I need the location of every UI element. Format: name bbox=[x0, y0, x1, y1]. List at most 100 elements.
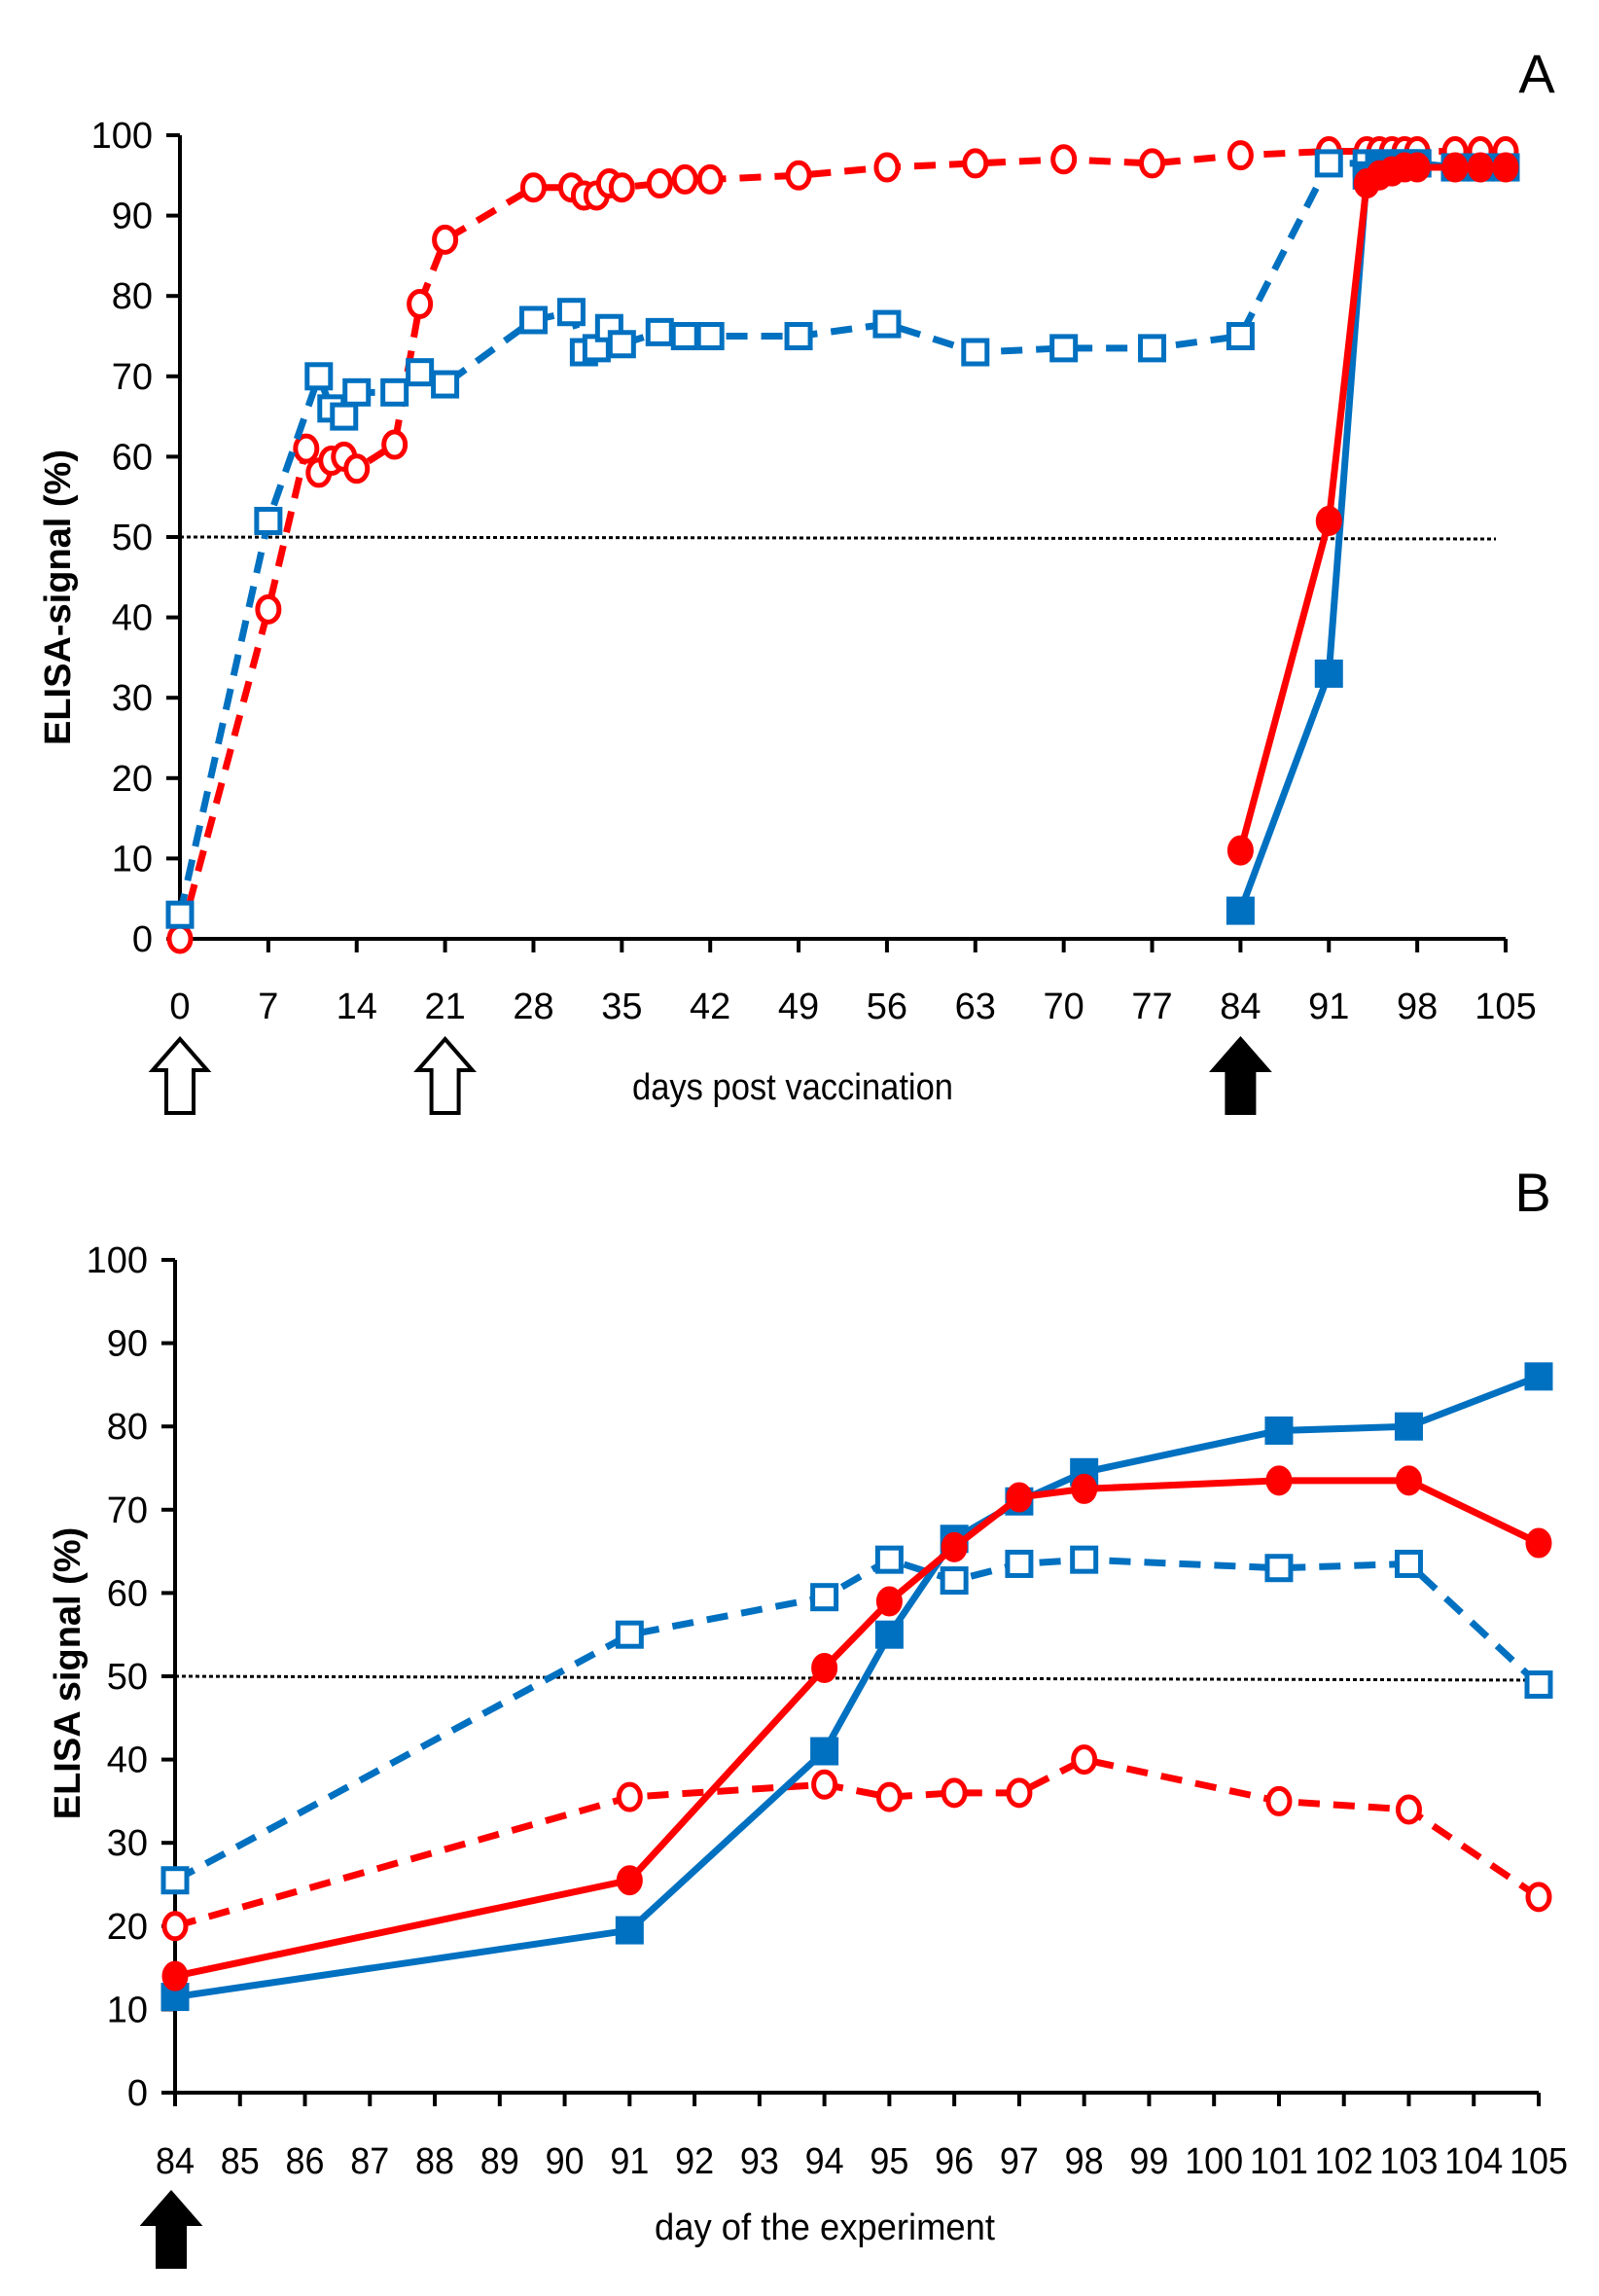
data-point bbox=[1049, 334, 1079, 363]
data-point bbox=[874, 1545, 904, 1574]
data-point bbox=[615, 1916, 644, 1945]
data-point bbox=[872, 309, 902, 339]
data-point bbox=[1264, 1554, 1294, 1583]
y-tick-label: 50 bbox=[107, 1657, 148, 1698]
data-point bbox=[1070, 1545, 1099, 1574]
y-tick-label: 70 bbox=[112, 357, 153, 398]
data-point bbox=[161, 1911, 189, 1942]
series-line-a-0 bbox=[176, 148, 1506, 940]
arrow-filled-day-84 bbox=[1208, 1035, 1272, 1115]
data-point bbox=[696, 163, 724, 195]
x-tick-label: 42 bbox=[690, 987, 730, 1027]
x-tick-label: 87 bbox=[350, 2141, 389, 2182]
data-point bbox=[1314, 659, 1343, 688]
x-tick-label: 101 bbox=[1250, 2141, 1308, 2182]
y-tick-label: 90 bbox=[112, 197, 153, 237]
data-point bbox=[343, 453, 371, 484]
data-point bbox=[1139, 148, 1166, 179]
y-tick-label: 80 bbox=[112, 276, 153, 317]
x-tick-label: 91 bbox=[610, 2141, 649, 2182]
data-point bbox=[556, 298, 586, 327]
data-point bbox=[1264, 1416, 1294, 1445]
x-tick-label: 88 bbox=[415, 2141, 454, 2182]
x-tick-label: 7 bbox=[258, 987, 278, 1027]
data-point bbox=[1265, 1785, 1293, 1816]
data-point bbox=[615, 1620, 644, 1649]
x-tick-label: 99 bbox=[1129, 2141, 1168, 2182]
y-tick-label: 100 bbox=[87, 1240, 148, 1281]
data-point bbox=[1524, 1362, 1553, 1391]
data-point bbox=[1006, 1777, 1033, 1809]
arrow-open-day-0 bbox=[148, 1035, 212, 1115]
data-point bbox=[1226, 322, 1255, 350]
series-line-a-2 bbox=[1237, 160, 1506, 913]
data-point bbox=[1467, 152, 1494, 183]
x-tick-label: 77 bbox=[1131, 987, 1172, 1027]
data-point bbox=[1525, 1882, 1552, 1913]
data-point bbox=[875, 1781, 903, 1812]
data-point bbox=[1524, 1670, 1553, 1700]
data-point bbox=[407, 288, 434, 319]
data-point bbox=[646, 168, 673, 199]
y-tick-label: 20 bbox=[112, 759, 153, 800]
chart-a: A ELISA-signal (%) days post vaccination… bbox=[38, 43, 1555, 1115]
panel-label-a: A bbox=[1518, 43, 1555, 104]
y-tick-label: 70 bbox=[107, 1490, 148, 1531]
data-point bbox=[875, 1586, 903, 1617]
data-point bbox=[1071, 1744, 1098, 1776]
x-tick-label: 49 bbox=[778, 987, 819, 1027]
data-point bbox=[1441, 152, 1469, 183]
y-tick-label: 20 bbox=[107, 1907, 148, 1948]
series-line-b-3 bbox=[174, 1477, 1541, 1980]
data-point bbox=[293, 433, 320, 464]
y-tick-label: 60 bbox=[107, 1573, 148, 1614]
y-tick-label: 90 bbox=[107, 1324, 148, 1365]
y-tick-label: 10 bbox=[107, 1990, 148, 2030]
data-point bbox=[1226, 835, 1254, 866]
x-tick-label: 56 bbox=[867, 987, 907, 1027]
series-line-a-3 bbox=[1237, 163, 1506, 852]
x-tick-label: 98 bbox=[1397, 987, 1438, 1027]
data-point bbox=[1395, 1465, 1422, 1496]
x-tick-label: 84 bbox=[156, 2141, 195, 2182]
data-point bbox=[962, 148, 989, 179]
y-tick-label: 60 bbox=[112, 437, 153, 478]
x-tick-label: 35 bbox=[601, 987, 642, 1027]
data-point bbox=[616, 1865, 643, 1896]
data-point bbox=[941, 1531, 968, 1562]
data-point bbox=[381, 429, 409, 460]
y-tick-label: 10 bbox=[112, 839, 153, 879]
x-tick-label: 85 bbox=[221, 2141, 260, 2182]
data-point bbox=[811, 1652, 838, 1683]
data-point bbox=[254, 506, 283, 535]
data-point bbox=[874, 1620, 904, 1649]
x-tick-label: 14 bbox=[337, 987, 377, 1027]
x-tick-label: 98 bbox=[1065, 2141, 1104, 2182]
data-point bbox=[1226, 140, 1254, 171]
x-tick-label: 90 bbox=[546, 2141, 585, 2182]
data-point bbox=[671, 163, 698, 195]
x-tick-label: 96 bbox=[935, 2141, 974, 2182]
y-tick-label: 50 bbox=[112, 518, 153, 558]
y-axis-title-a: ELISA-signal (%) bbox=[38, 449, 79, 745]
x-tick-label: 103 bbox=[1379, 2141, 1438, 2182]
x-tick-label: 92 bbox=[675, 2141, 714, 2182]
data-point bbox=[342, 377, 372, 407]
threshold-line bbox=[174, 1674, 1540, 1682]
data-point bbox=[811, 1769, 838, 1800]
data-point bbox=[1315, 505, 1342, 536]
data-point bbox=[166, 923, 194, 954]
x-tick-label: 84 bbox=[1220, 987, 1261, 1027]
x-tick-label: 28 bbox=[513, 987, 553, 1027]
x-tick-label: 102 bbox=[1315, 2141, 1373, 2182]
data-point bbox=[1005, 1549, 1034, 1578]
data-point bbox=[941, 1777, 968, 1809]
threshold-line bbox=[179, 535, 1497, 541]
y-tick-label: 30 bbox=[107, 1823, 148, 1864]
data-point bbox=[1071, 1473, 1098, 1504]
data-point bbox=[432, 224, 459, 255]
y-tick-label: 40 bbox=[112, 598, 153, 639]
y-tick-label: 0 bbox=[132, 919, 153, 960]
arrow-filled-day-84 bbox=[139, 2189, 203, 2269]
data-point bbox=[961, 338, 990, 367]
